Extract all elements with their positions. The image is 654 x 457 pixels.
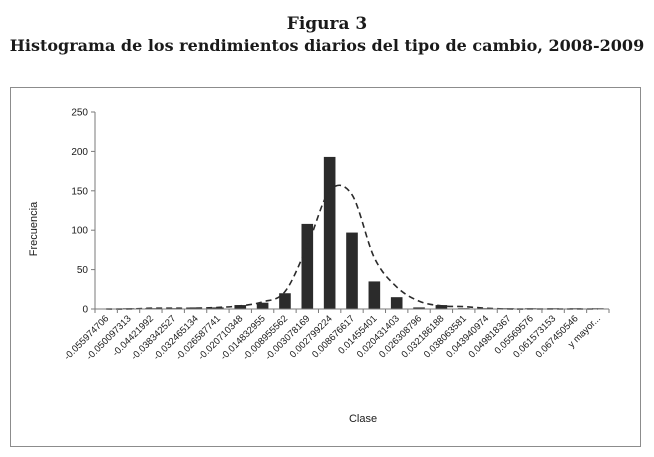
bar [346,232,358,309]
figure-subtitle: Histograma de los rendimientos diarios d… [9,36,645,55]
bar [435,305,448,309]
y-tick-label: 200 [71,147,88,158]
x-axis: -0.055974706-0.050097313-0.04421992-0.03… [62,308,610,363]
y-tick-label: 250 [71,108,88,119]
y-tick-label: 0 [82,305,88,316]
bar [390,297,403,309]
y-axis-label: Frecuencia [28,201,40,256]
y-tick-label: 150 [71,186,88,197]
bar [413,307,425,309]
bars [122,156,604,309]
figure-label: Figura 3 [286,14,368,34]
bar [279,293,291,309]
bar [323,156,336,309]
chart-frame: 0 50 100 150 200 250 -0.055974706 -0.050097313… [10,87,641,447]
y-tick-label: 100 [71,226,88,237]
bar [256,302,269,309]
bar [234,305,247,309]
x-axis-label: Clase [349,413,377,425]
histogram-chart: 0 50 100 150 200 250 -0.055974706-0.050097313… [28,108,610,425]
trend-line [106,184,598,310]
y-axis: 0 50 100 150 200 250 [71,108,96,316]
dashed-line-series [106,184,598,310]
y-tick-label: 50 [77,265,89,276]
figure-title: Figura 3 Histograma de los rendimientos … [0,14,654,56]
bar [301,223,314,309]
bar [368,281,381,309]
bar [189,307,202,309]
